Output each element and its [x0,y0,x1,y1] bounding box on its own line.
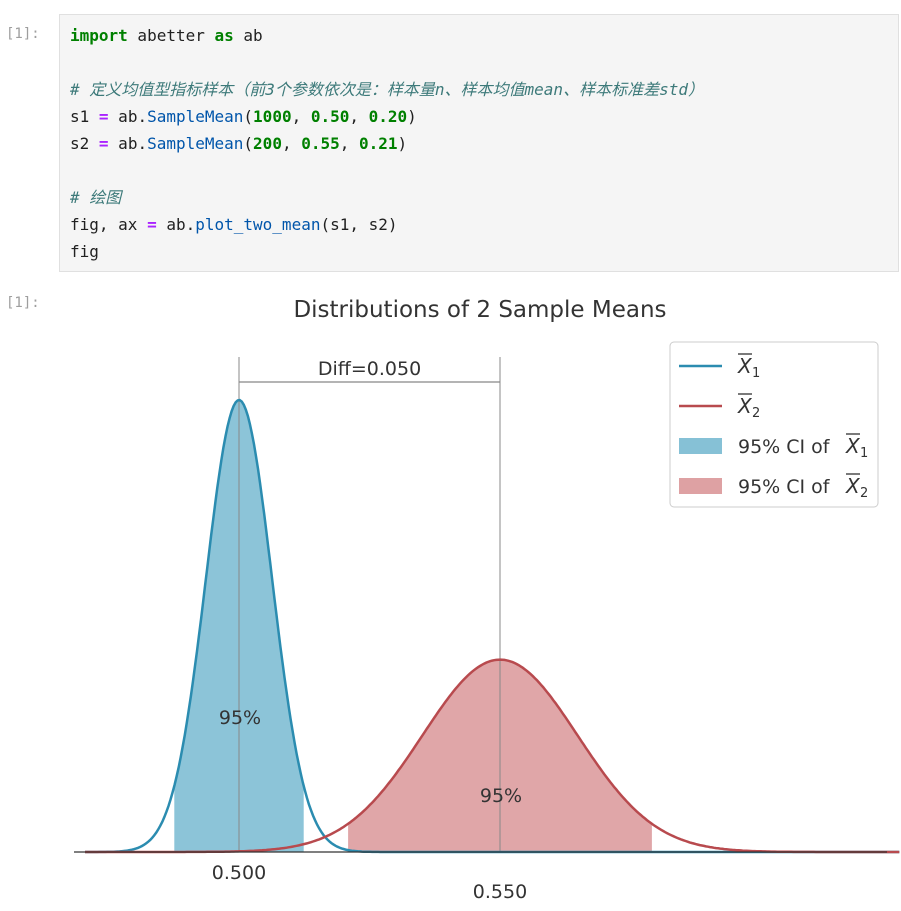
code-line-s2: s2 = ab.SampleMean(200, 0.55, 0.21) [70,134,407,154]
legend-label-main-2: X [737,394,753,418]
var-s1: s1 [70,107,99,126]
code-comment-plot: # 绘图 [70,188,122,207]
chart-title: Distributions of 2 Sample Means [293,297,666,323]
operator-assign: = [147,215,157,234]
cell-output: Distributions of 2 Sample Means 95% 0.500… [0,275,901,907]
operator-assign: = [98,107,109,126]
code-line-import: import abetter as ab [70,26,263,46]
arg-mean: 0.50 [310,107,350,126]
legend-label-main-4: X [845,474,861,498]
arg-sep: , [339,134,360,153]
code-line-s1: s1 = ab.SampleMean(1000, 0.50, 0.20) [70,107,417,127]
paren-close: ) [397,134,408,153]
x-tick-label-2: 0.550 [473,881,527,903]
object-ab: ab. [108,134,148,153]
keyword-import: import [70,26,128,45]
object-ab: ab. [156,215,196,234]
diff-label: Diff=0.050 [318,358,421,380]
code-comment-sample: # 定义均值型指标样本（前3个参数依次是：样本量n、样本均值mean、样本标准差… [70,80,704,99]
input-prompt: [1]: [6,26,40,42]
legend-label-sub-1: 1 [752,366,760,381]
arg-std: 0.21 [359,134,398,153]
code-line-fig: fig [70,242,99,261]
arg-sep: , [291,107,311,126]
paren-close: ) [407,107,417,126]
distribution-chart: Distributions of 2 Sample Means 95% 0.500… [74,297,900,903]
module-name: abetter [127,26,215,45]
keyword-as: as [214,26,234,45]
call-args: (s1, s2) [320,215,398,234]
paren-open: ( [243,107,254,126]
code-line-plot: fig, ax = ab.plot_two_mean(s1, s2) [70,215,398,235]
legend-label-sub-2: 2 [752,406,760,421]
legend-patch-swatch-3 [679,438,722,454]
legend-patch-swatch-4 [679,478,722,494]
legend-box [669,341,879,508]
arg-mean: 0.55 [301,134,340,153]
legend-label-prefix-3: 95% CI of [738,436,831,458]
var-fig-ax: fig, ax [70,215,148,234]
object-ab: ab. [108,107,148,126]
arg-n: 1000 [253,107,292,126]
x-tick-label-1: 0.500 [212,862,266,884]
arg-sep: , [349,107,369,126]
arg-sep: , [281,134,302,153]
function-plot-two-mean: plot_two_mean [195,215,321,234]
operator-assign: = [98,134,109,153]
legend-label-sub-3: 1 [860,446,868,461]
legend-label-sub-4: 2 [860,486,868,501]
arg-std: 0.20 [368,107,408,126]
legend-label-main-3: X [845,434,861,458]
code-cell-input[interactable]: import abetter as ab # 定义均值型指标样本（前3个参数依次… [59,14,899,272]
ci-percent-label-2: 95% [480,785,522,807]
paren-open: ( [243,134,254,153]
module-alias: ab [233,26,263,45]
function-samplemean: SampleMean [147,107,244,126]
function-samplemean: SampleMean [147,134,244,153]
output-prompt: [1]: [6,295,40,311]
ci-percent-label-1: 95% [219,707,261,729]
legend-label-prefix-4: 95% CI of [738,476,831,498]
var-s2: s2 [70,134,99,153]
arg-n: 200 [253,134,282,153]
legend-label-main-1: X [737,354,753,378]
